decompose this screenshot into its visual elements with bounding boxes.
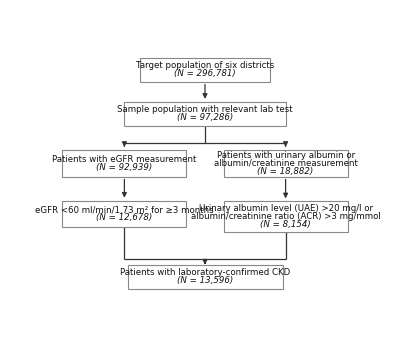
Text: Sample population with relevant lab test: Sample population with relevant lab test <box>117 105 293 114</box>
FancyBboxPatch shape <box>128 265 282 289</box>
Text: (N = 296,781): (N = 296,781) <box>174 69 236 78</box>
FancyBboxPatch shape <box>124 102 286 126</box>
Text: albumin/creatinine measurement: albumin/creatinine measurement <box>214 159 358 168</box>
Text: (N = 8,154): (N = 8,154) <box>260 220 311 229</box>
Text: Target population of six districts: Target population of six districts <box>136 61 274 70</box>
Text: (N = 18,882): (N = 18,882) <box>258 167 314 176</box>
Text: Patients with urinary albumin or: Patients with urinary albumin or <box>216 151 355 160</box>
FancyBboxPatch shape <box>62 150 186 177</box>
Text: eGFR <60 ml/min/1.73 m² for ≥3 months: eGFR <60 ml/min/1.73 m² for ≥3 months <box>35 205 214 214</box>
FancyBboxPatch shape <box>224 201 348 232</box>
Text: (N = 97,286): (N = 97,286) <box>177 113 233 122</box>
Text: (N = 12,678): (N = 12,678) <box>96 213 152 222</box>
Text: (N = 13,596): (N = 13,596) <box>177 276 233 285</box>
Text: Patients with eGFR measurement: Patients with eGFR measurement <box>52 155 196 164</box>
Text: Urinary albumin level (UAE) >20 mg/l or: Urinary albumin level (UAE) >20 mg/l or <box>199 204 373 213</box>
Text: albumin/creatinine ratio (ACR) >3 mg/mmol: albumin/creatinine ratio (ACR) >3 mg/mmo… <box>191 212 380 221</box>
Text: Patients with laboratory-confirmed CKD: Patients with laboratory-confirmed CKD <box>120 268 290 277</box>
FancyBboxPatch shape <box>140 58 270 82</box>
FancyBboxPatch shape <box>224 150 348 177</box>
Text: (N = 92,939): (N = 92,939) <box>96 163 152 172</box>
FancyBboxPatch shape <box>62 201 186 227</box>
